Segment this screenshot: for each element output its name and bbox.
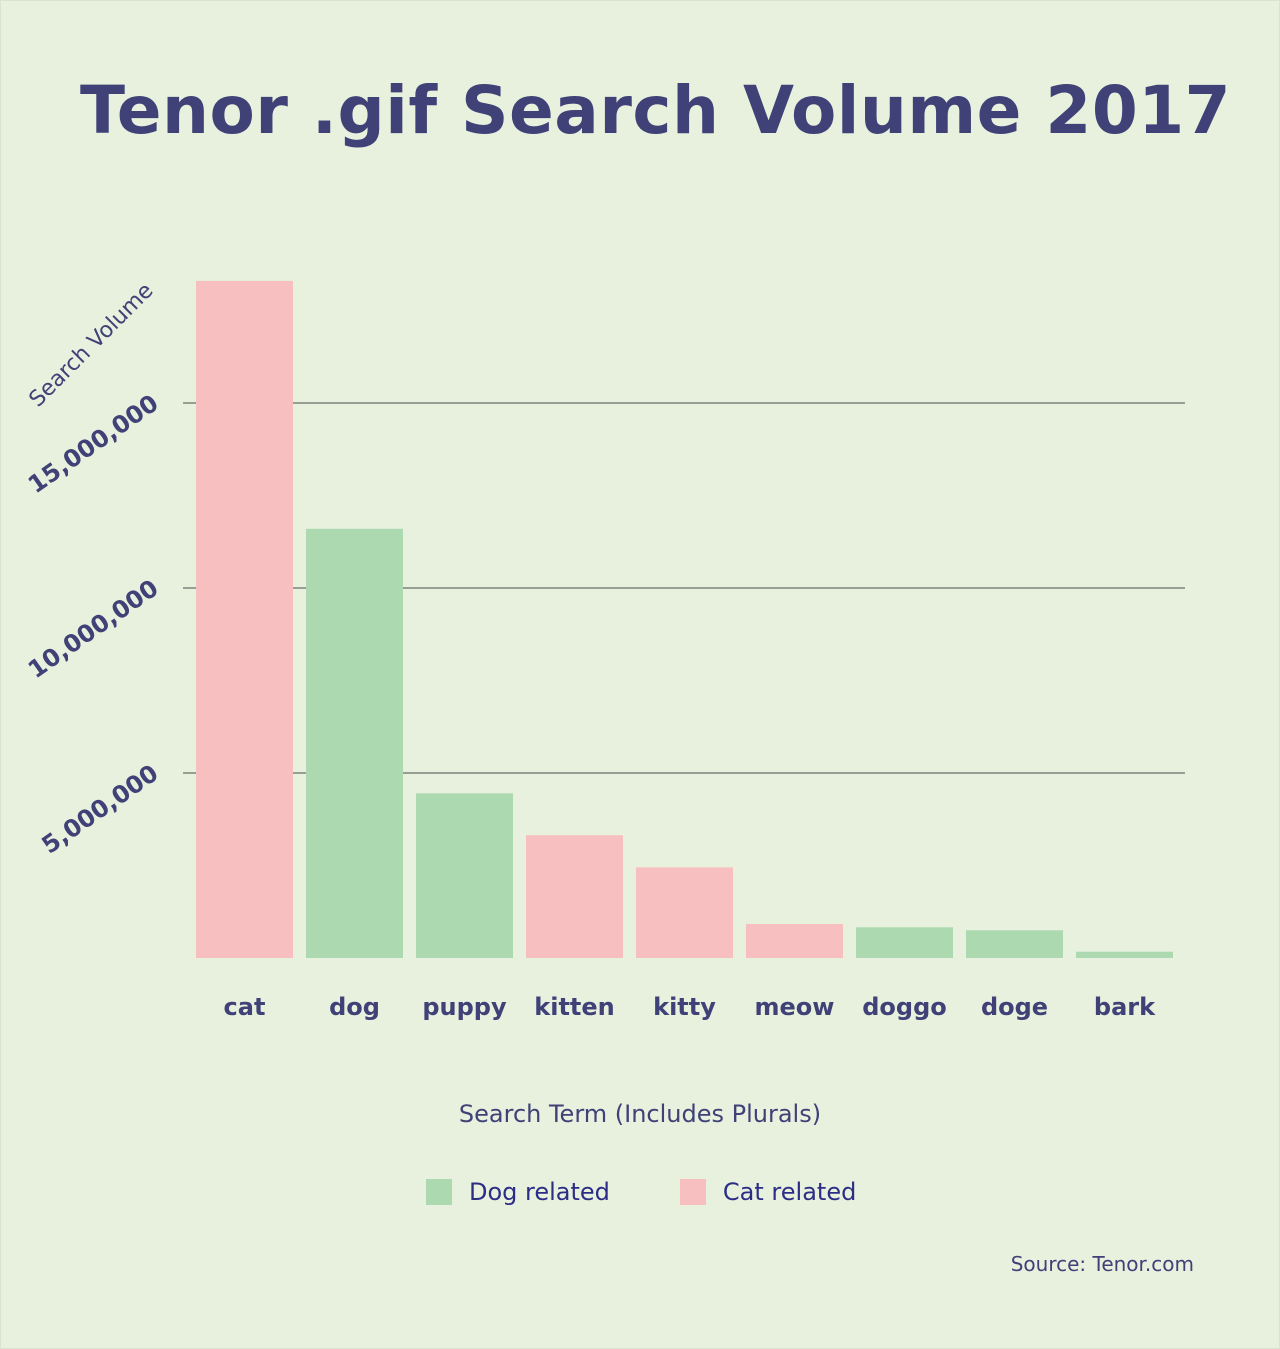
bar-meow bbox=[746, 923, 843, 958]
legend-item-cat: Cat related bbox=[679, 1178, 857, 1206]
bar-doge bbox=[966, 930, 1063, 958]
x-tick-label: puppy bbox=[422, 993, 507, 1021]
legend-label-cat: Cat related bbox=[722, 1178, 857, 1206]
bar-kitty bbox=[636, 867, 733, 958]
bar-doggo bbox=[856, 927, 953, 958]
x-tick-label: bark bbox=[1094, 993, 1156, 1021]
x-tick-label: doggo bbox=[862, 993, 947, 1021]
x-tick-label: kitten bbox=[534, 993, 615, 1021]
x-tick-label: meow bbox=[755, 993, 835, 1021]
bar-kitten bbox=[526, 835, 623, 958]
legend-swatch-cat bbox=[679, 1179, 706, 1205]
legend-swatch-dog bbox=[426, 1179, 452, 1205]
y-tick-label: 10,000,000 bbox=[23, 574, 163, 684]
bar-bark bbox=[1076, 951, 1173, 958]
legend: Dog related Cat related bbox=[426, 1178, 926, 1206]
chart-title: Tenor .gif Search Volume 2017 bbox=[80, 72, 1232, 149]
x-tick-label: dog bbox=[329, 993, 380, 1021]
y-axis-title: Search Volume bbox=[25, 278, 159, 412]
x-axis-title: Search Term (Includes Plurals) bbox=[458, 1100, 822, 1128]
bar-dog bbox=[306, 528, 403, 958]
y-tick-label: 5,000,000 bbox=[37, 759, 164, 859]
source-note: Source: Tenor.com bbox=[1010, 1252, 1194, 1276]
legend-label-dog: Dog related bbox=[469, 1178, 610, 1206]
bar-cat bbox=[196, 280, 293, 958]
x-tick-label: doge bbox=[981, 993, 1048, 1021]
x-tick-label: kitty bbox=[653, 993, 716, 1021]
x-tick-label: cat bbox=[224, 993, 266, 1021]
bar-puppy bbox=[416, 793, 513, 958]
legend-item-dog: Dog related bbox=[426, 1178, 610, 1206]
